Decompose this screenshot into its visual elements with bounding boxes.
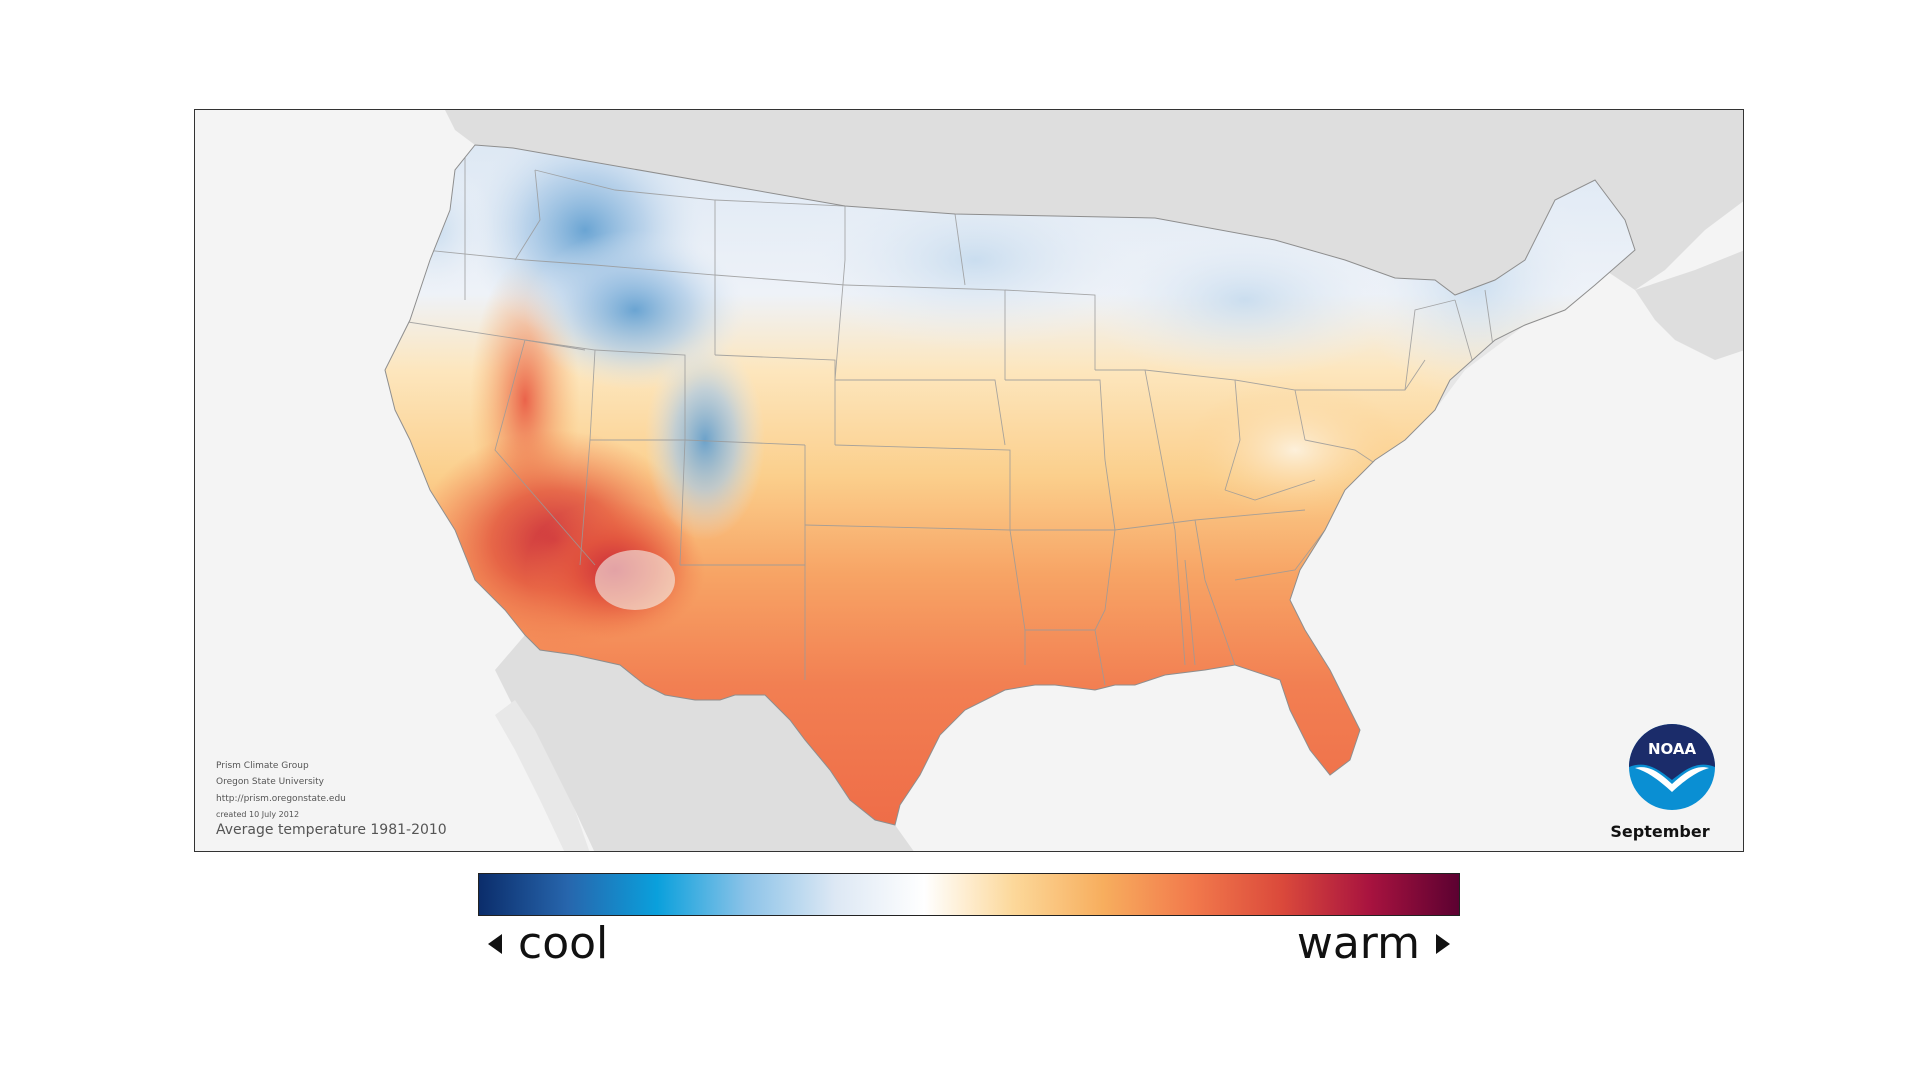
state-borders <box>394 150 1496 686</box>
credit-line-1: Prism Climate Group <box>216 761 309 771</box>
usa-outline <box>384 144 1636 826</box>
map-frame: Prism Climate Group Oregon State Univers… <box>194 109 1744 852</box>
map-title: Average temperature 1981-2010 <box>216 822 447 838</box>
credit-line-4: created 10 July 2012 <box>216 810 300 819</box>
legend-cool: cool <box>488 914 608 974</box>
temperature-map <box>384 110 1743 851</box>
month-label: September <box>1610 822 1710 841</box>
surrounding-land <box>445 110 1743 851</box>
legend-cool-label: cool <box>518 918 609 969</box>
legend-warm-label: warm <box>1296 918 1420 969</box>
noaa-logo-text: NOAA <box>1648 740 1697 758</box>
legend-warm: warm <box>1297 914 1450 974</box>
right-triangle-icon <box>1436 934 1450 954</box>
credit-line-3: http://prism.oregonstate.edu <box>216 794 346 804</box>
color-scale-bar <box>478 873 1460 916</box>
noaa-logo: NOAA <box>1629 724 1715 810</box>
left-triangle-icon <box>488 934 502 954</box>
credit-line-2: Oregon State University <box>216 777 324 787</box>
